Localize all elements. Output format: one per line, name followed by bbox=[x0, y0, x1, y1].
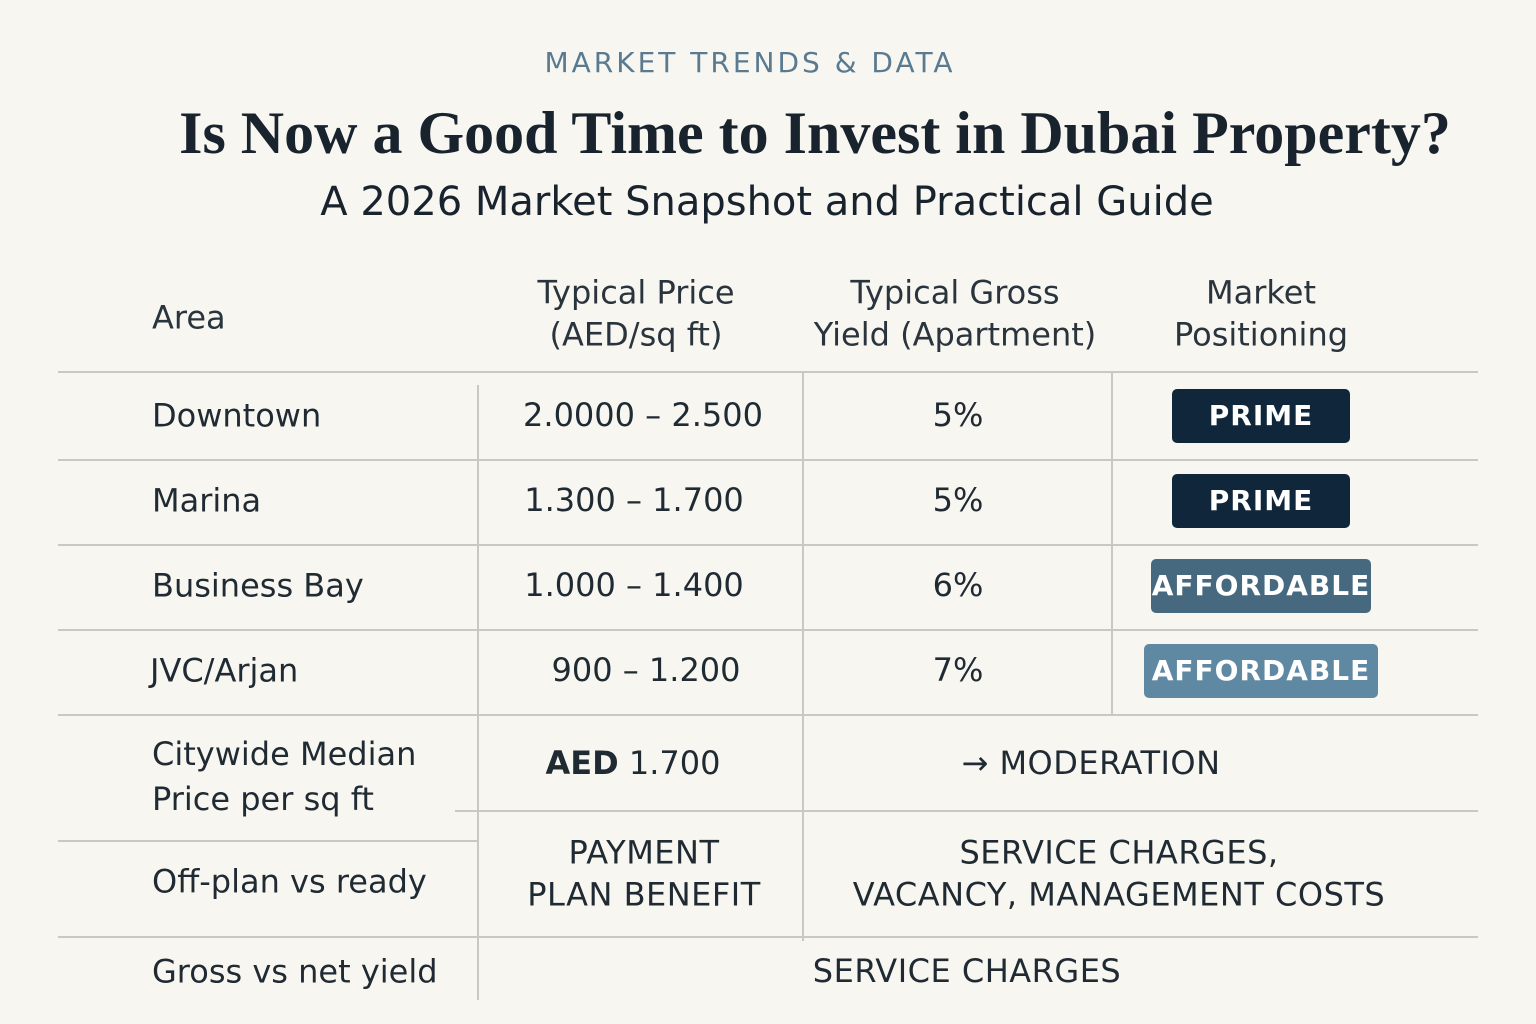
price: 1.000 – 1.400 bbox=[524, 566, 744, 605]
row-rule bbox=[455, 810, 1478, 812]
summary-note: SERVICE CHARGES bbox=[812, 952, 1122, 991]
row-rule bbox=[58, 629, 1478, 631]
price: 1.700 bbox=[628, 744, 721, 783]
row-rule bbox=[58, 840, 477, 842]
column-rule bbox=[1111, 371, 1113, 714]
column-header: Typical Gross Yield (Apartment) bbox=[813, 273, 1097, 353]
median-price: AED 1.700 bbox=[546, 743, 721, 785]
area: Business Bay bbox=[152, 566, 364, 605]
column-header: Typical Price (AED/sq ft) bbox=[537, 273, 735, 353]
column-header: Market Positioning bbox=[1173, 273, 1349, 353]
area: JVC/Arjan bbox=[150, 651, 299, 690]
price: 1.300 – 1.700 bbox=[524, 481, 744, 520]
yield: 5% bbox=[932, 396, 984, 435]
row-rule bbox=[58, 459, 1478, 461]
row-rule bbox=[58, 544, 1478, 546]
summary-note: SERVICE CHARGES, VACANCY, MANAGEMENT COS… bbox=[852, 833, 1386, 913]
badge: PRIME bbox=[1172, 474, 1350, 528]
price: 900 – 1.200 bbox=[551, 651, 741, 690]
badge: AFFORDABLE bbox=[1144, 644, 1378, 698]
price: 2.0000 – 2.500 bbox=[523, 396, 763, 435]
badge: PRIME bbox=[1172, 389, 1350, 443]
column-header: Area bbox=[152, 298, 226, 337]
badge: AFFORDABLE bbox=[1151, 559, 1371, 613]
area: Downtown bbox=[152, 396, 322, 435]
summary-value: PAYMENT PLAN BENEFIT bbox=[527, 833, 761, 913]
kicker: MARKET TRENDS & DATA bbox=[544, 45, 956, 79]
currency: AED bbox=[545, 744, 619, 783]
yield: 5% bbox=[932, 481, 984, 520]
area: Marina bbox=[152, 481, 262, 520]
yield: 7% bbox=[932, 651, 984, 690]
column-rule bbox=[477, 385, 479, 1000]
yield: 6% bbox=[932, 566, 984, 605]
column-rule bbox=[802, 371, 804, 941]
row-rule bbox=[58, 371, 1478, 373]
row-rule bbox=[58, 714, 1478, 716]
summary-label: Gross vs net yield bbox=[152, 952, 438, 991]
row-rule bbox=[58, 936, 1478, 938]
summary-label: Citywide Median Price per sq ft bbox=[152, 735, 417, 818]
subtitle: A 2026 Market Snapshot and Practical Gui… bbox=[320, 179, 1214, 225]
summary-label: Off-plan vs ready bbox=[152, 862, 427, 901]
trend: → MODERATION bbox=[961, 744, 1221, 783]
title: Is Now a Good Time to Invest in Dubai Pr… bbox=[179, 100, 1451, 166]
